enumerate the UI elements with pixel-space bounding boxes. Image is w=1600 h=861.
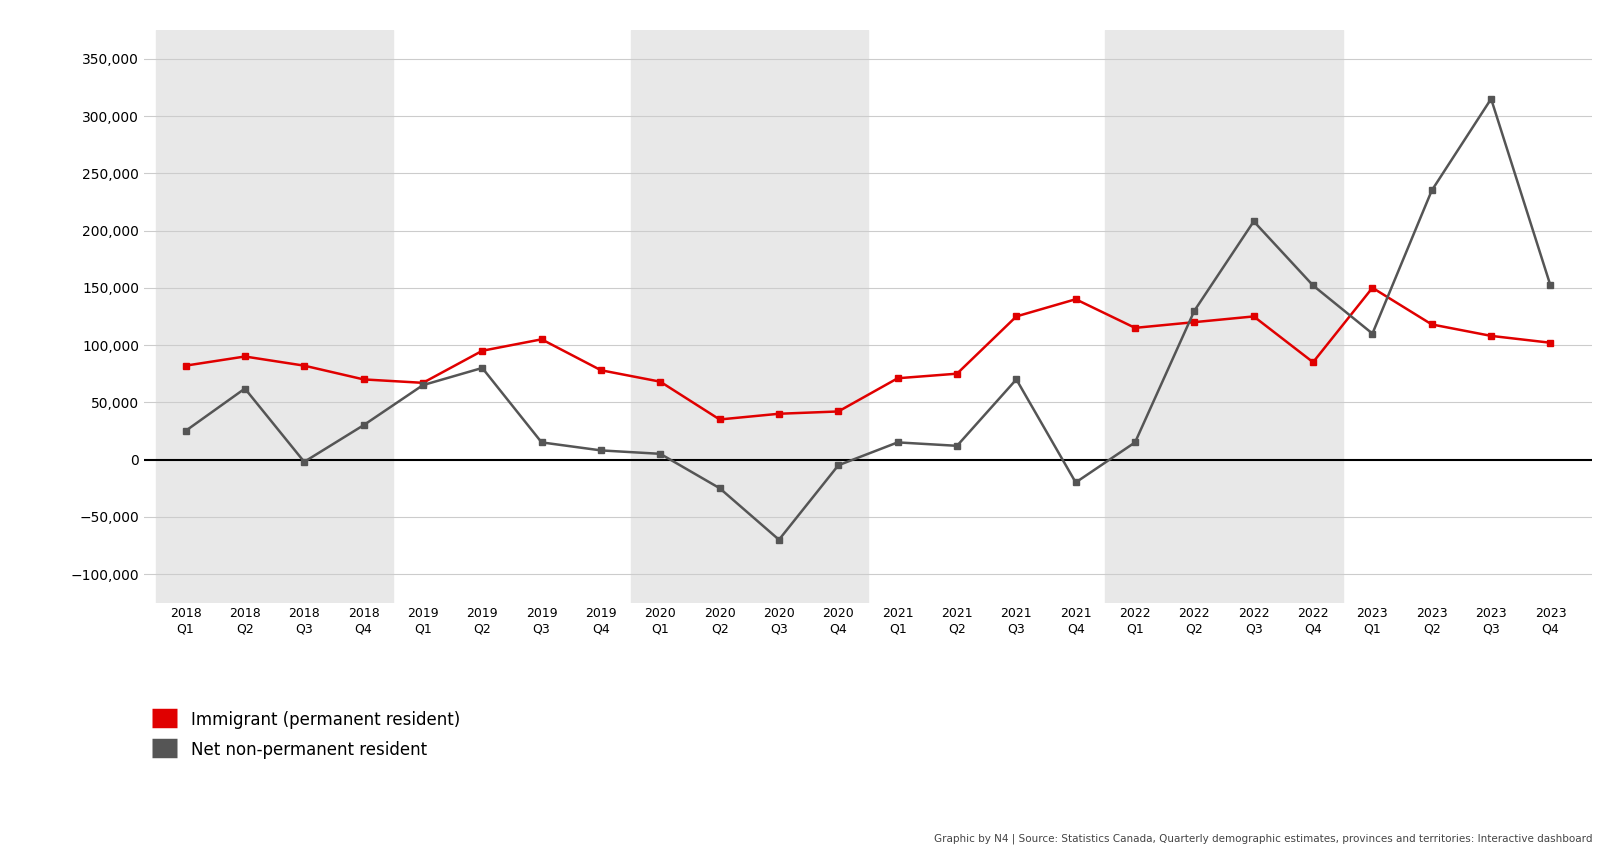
Bar (1106, 30, 1342, 603)
Bar (630, 30, 867, 603)
Bar (155, 30, 394, 603)
Legend: Immigrant (permanent resident), Net non-permanent resident: Immigrant (permanent resident), Net non-… (152, 711, 459, 759)
Text: Graphic by N4 | Source: Statistics Canada, Quarterly demographic estimates, prov: Graphic by N4 | Source: Statistics Canad… (933, 833, 1592, 844)
